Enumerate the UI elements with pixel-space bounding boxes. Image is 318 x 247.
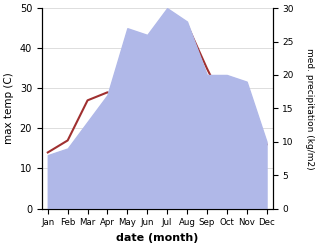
X-axis label: date (month): date (month) [116, 233, 198, 243]
Y-axis label: med. precipitation (kg/m2): med. precipitation (kg/m2) [305, 48, 314, 169]
Y-axis label: max temp (C): max temp (C) [4, 72, 14, 144]
